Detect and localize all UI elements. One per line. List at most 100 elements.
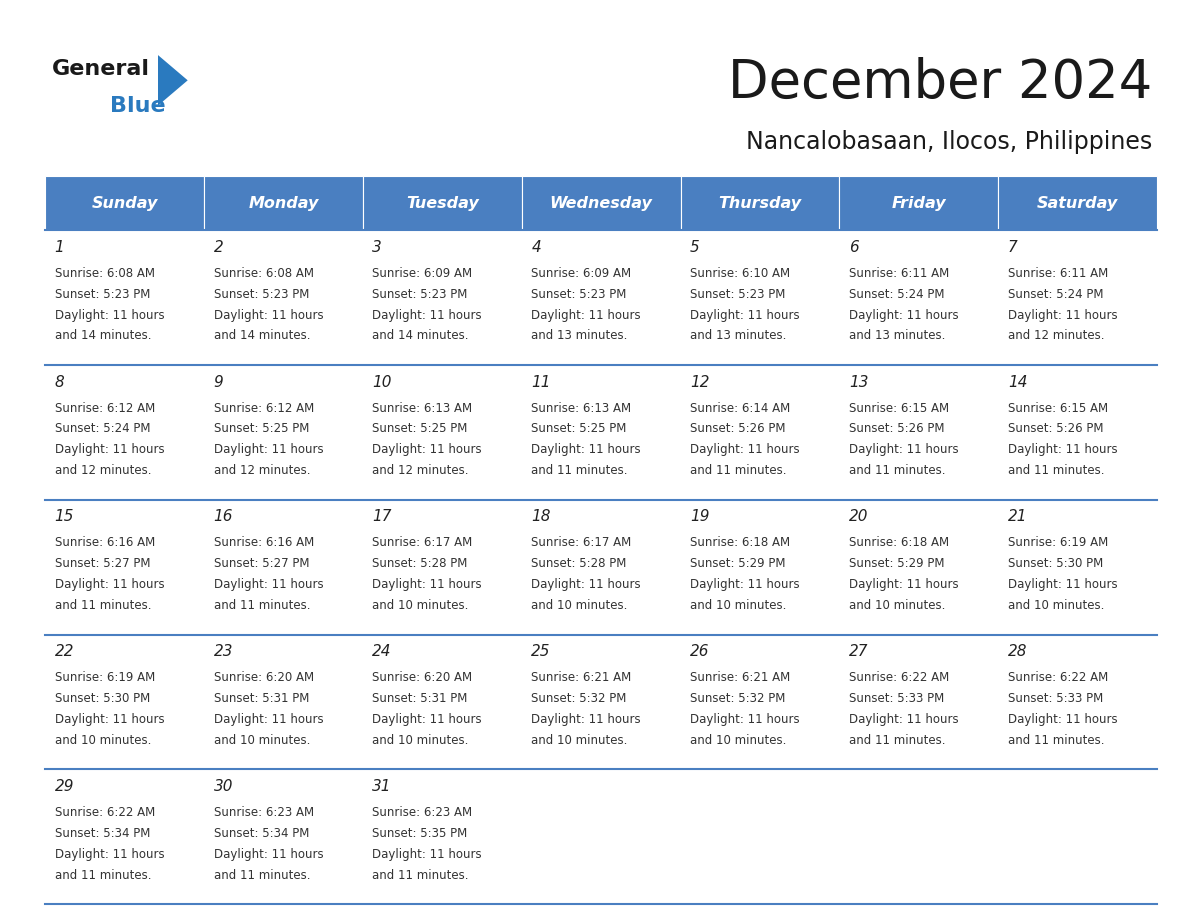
Bar xyxy=(522,500,681,634)
Text: Sunset: 5:25 PM: Sunset: 5:25 PM xyxy=(214,422,309,435)
Text: 22: 22 xyxy=(55,644,74,659)
Text: 18: 18 xyxy=(531,509,551,524)
Text: 6: 6 xyxy=(849,240,859,255)
Text: Daylight: 11 hours: Daylight: 11 hours xyxy=(531,308,640,321)
Text: 21: 21 xyxy=(1007,509,1028,524)
Text: Sunrise: 6:16 AM: Sunrise: 6:16 AM xyxy=(55,536,154,549)
Text: Daylight: 11 hours: Daylight: 11 hours xyxy=(55,578,164,591)
Text: 4: 4 xyxy=(531,240,541,255)
Bar xyxy=(998,365,1157,500)
Text: Sunrise: 6:22 AM: Sunrise: 6:22 AM xyxy=(1007,671,1108,684)
Text: Sunrise: 6:12 AM: Sunrise: 6:12 AM xyxy=(214,401,314,415)
Text: Saturday: Saturday xyxy=(1037,196,1118,211)
Text: and 12 minutes.: and 12 minutes. xyxy=(214,465,310,477)
Text: Daylight: 11 hours: Daylight: 11 hours xyxy=(55,308,164,321)
Text: 1: 1 xyxy=(55,240,64,255)
Text: Daylight: 11 hours: Daylight: 11 hours xyxy=(1007,713,1118,726)
Text: Sunrise: 6:14 AM: Sunrise: 6:14 AM xyxy=(690,401,790,415)
Text: Sunset: 5:23 PM: Sunset: 5:23 PM xyxy=(214,287,309,301)
Bar xyxy=(45,500,204,634)
Bar xyxy=(840,634,998,769)
Text: and 11 minutes.: and 11 minutes. xyxy=(372,868,469,881)
Text: Daylight: 11 hours: Daylight: 11 hours xyxy=(1007,443,1118,456)
Text: and 10 minutes.: and 10 minutes. xyxy=(849,599,946,612)
Bar xyxy=(522,634,681,769)
Bar xyxy=(840,769,998,904)
Text: Daylight: 11 hours: Daylight: 11 hours xyxy=(214,578,323,591)
Text: Sunset: 5:30 PM: Sunset: 5:30 PM xyxy=(55,692,150,705)
Text: Tuesday: Tuesday xyxy=(406,196,479,211)
Text: and 10 minutes.: and 10 minutes. xyxy=(690,733,786,746)
Text: and 10 minutes.: and 10 minutes. xyxy=(531,599,627,612)
Text: Sunrise: 6:15 AM: Sunrise: 6:15 AM xyxy=(1007,401,1108,415)
Text: and 10 minutes.: and 10 minutes. xyxy=(214,733,310,746)
Bar xyxy=(998,230,1157,365)
Text: Sunset: 5:24 PM: Sunset: 5:24 PM xyxy=(849,287,944,301)
Text: Sunrise: 6:22 AM: Sunrise: 6:22 AM xyxy=(55,806,154,819)
Bar xyxy=(45,230,204,365)
Bar xyxy=(204,769,362,904)
Bar xyxy=(998,769,1157,904)
Text: 15: 15 xyxy=(55,509,74,524)
Text: Sunset: 5:24 PM: Sunset: 5:24 PM xyxy=(55,422,150,435)
Text: Sunrise: 6:10 AM: Sunrise: 6:10 AM xyxy=(690,267,790,280)
Text: 26: 26 xyxy=(690,644,709,659)
Bar xyxy=(362,230,522,365)
Text: Sunset: 5:28 PM: Sunset: 5:28 PM xyxy=(531,557,626,570)
Text: Sunrise: 6:23 AM: Sunrise: 6:23 AM xyxy=(214,806,314,819)
Text: 7: 7 xyxy=(1007,240,1018,255)
Text: Sunset: 5:23 PM: Sunset: 5:23 PM xyxy=(531,287,626,301)
Text: Sunset: 5:26 PM: Sunset: 5:26 PM xyxy=(1007,422,1104,435)
Text: and 11 minutes.: and 11 minutes. xyxy=(849,465,946,477)
Text: Sunrise: 6:21 AM: Sunrise: 6:21 AM xyxy=(531,671,632,684)
Text: Sunset: 5:26 PM: Sunset: 5:26 PM xyxy=(690,422,785,435)
Text: 8: 8 xyxy=(55,375,64,389)
Bar xyxy=(45,365,204,500)
Text: and 13 minutes.: and 13 minutes. xyxy=(531,330,627,342)
Text: Sunset: 5:30 PM: Sunset: 5:30 PM xyxy=(1007,557,1102,570)
Text: Sunrise: 6:09 AM: Sunrise: 6:09 AM xyxy=(372,267,473,280)
Bar xyxy=(522,230,681,365)
Text: Sunrise: 6:23 AM: Sunrise: 6:23 AM xyxy=(372,806,473,819)
Text: Sunset: 5:31 PM: Sunset: 5:31 PM xyxy=(214,692,309,705)
Text: Daylight: 11 hours: Daylight: 11 hours xyxy=(849,443,959,456)
Text: Sunset: 5:29 PM: Sunset: 5:29 PM xyxy=(690,557,785,570)
Text: Daylight: 11 hours: Daylight: 11 hours xyxy=(214,847,323,861)
Text: Daylight: 11 hours: Daylight: 11 hours xyxy=(214,443,323,456)
Text: Sunrise: 6:19 AM: Sunrise: 6:19 AM xyxy=(1007,536,1108,549)
Bar xyxy=(681,365,840,500)
Text: Sunrise: 6:17 AM: Sunrise: 6:17 AM xyxy=(531,536,632,549)
Text: and 11 minutes.: and 11 minutes. xyxy=(849,733,946,746)
Text: 12: 12 xyxy=(690,375,709,389)
Text: 25: 25 xyxy=(531,644,551,659)
Text: Daylight: 11 hours: Daylight: 11 hours xyxy=(690,578,800,591)
Text: Sunrise: 6:18 AM: Sunrise: 6:18 AM xyxy=(690,536,790,549)
Bar xyxy=(522,365,681,500)
Text: and 14 minutes.: and 14 minutes. xyxy=(372,330,469,342)
Text: Daylight: 11 hours: Daylight: 11 hours xyxy=(372,308,482,321)
Text: Daylight: 11 hours: Daylight: 11 hours xyxy=(690,443,800,456)
Text: 2: 2 xyxy=(214,240,223,255)
Bar xyxy=(45,634,204,769)
Text: Nancalobasaan, Ilocos, Philippines: Nancalobasaan, Ilocos, Philippines xyxy=(746,130,1152,154)
Text: Sunrise: 6:18 AM: Sunrise: 6:18 AM xyxy=(849,536,949,549)
Text: Sunset: 5:32 PM: Sunset: 5:32 PM xyxy=(531,692,626,705)
Text: Daylight: 11 hours: Daylight: 11 hours xyxy=(849,713,959,726)
Bar xyxy=(204,365,362,500)
Text: Sunset: 5:33 PM: Sunset: 5:33 PM xyxy=(849,692,944,705)
Text: Daylight: 11 hours: Daylight: 11 hours xyxy=(690,713,800,726)
Text: and 11 minutes.: and 11 minutes. xyxy=(214,599,310,612)
Text: 5: 5 xyxy=(690,240,700,255)
Text: Sunrise: 6:13 AM: Sunrise: 6:13 AM xyxy=(531,401,631,415)
Text: Sunset: 5:33 PM: Sunset: 5:33 PM xyxy=(1007,692,1102,705)
Text: 3: 3 xyxy=(372,240,383,255)
Text: Daylight: 11 hours: Daylight: 11 hours xyxy=(55,847,164,861)
Text: and 11 minutes.: and 11 minutes. xyxy=(55,868,151,881)
Text: Sunrise: 6:21 AM: Sunrise: 6:21 AM xyxy=(690,671,790,684)
Bar xyxy=(362,365,522,500)
Bar xyxy=(840,230,998,365)
Text: 31: 31 xyxy=(372,778,392,794)
Bar xyxy=(362,176,522,230)
Text: 20: 20 xyxy=(849,509,868,524)
Text: Daylight: 11 hours: Daylight: 11 hours xyxy=(372,578,482,591)
